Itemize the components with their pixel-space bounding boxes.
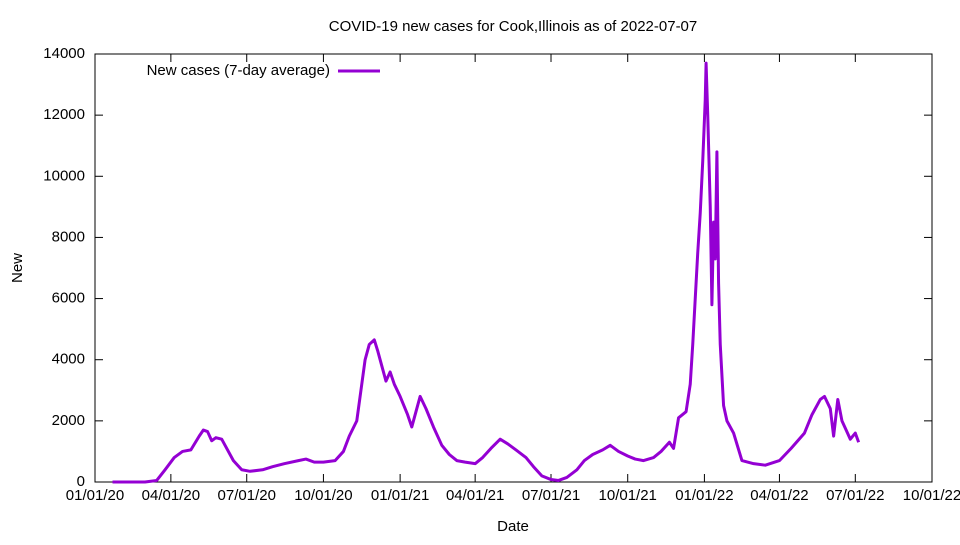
chart-title: COVID-19 new cases for Cook,Illinois as … <box>329 18 698 35</box>
x-tick-label: 01/01/21 <box>371 487 429 504</box>
y-tick-label: 6000 <box>52 290 85 307</box>
x-tick-label: 01/01/22 <box>675 487 733 504</box>
x-tick-label: 04/01/22 <box>750 487 808 504</box>
x-tick-label: 04/01/21 <box>446 487 504 504</box>
y-tick-label: 0 <box>77 473 85 490</box>
x-tick-label: 10/01/20 <box>294 487 352 504</box>
y-tick-label: 14000 <box>43 45 85 62</box>
y-tick-label: 12000 <box>43 106 85 123</box>
x-tick-label: 04/01/20 <box>142 487 200 504</box>
y-tick-label: 2000 <box>52 412 85 429</box>
data-line <box>112 61 861 484</box>
x-tick-label: 07/01/20 <box>218 487 276 504</box>
x-tick-label: 01/01/20 <box>66 487 124 504</box>
x-tick-label: 07/01/21 <box>522 487 580 504</box>
x-axis-label: Date <box>497 518 529 535</box>
y-tick-label: 4000 <box>52 351 85 368</box>
legend-label: New cases (7-day average) <box>147 62 330 79</box>
x-tick-label: 10/01/22 <box>903 487 960 504</box>
x-tick-label: 10/01/21 <box>599 487 657 504</box>
plot-frame <box>94 53 933 483</box>
y-axis-label: New <box>9 253 26 283</box>
x-tick-label: 07/01/22 <box>826 487 884 504</box>
y-tick-label: 8000 <box>52 228 85 245</box>
y-tick-label: 10000 <box>43 167 85 184</box>
